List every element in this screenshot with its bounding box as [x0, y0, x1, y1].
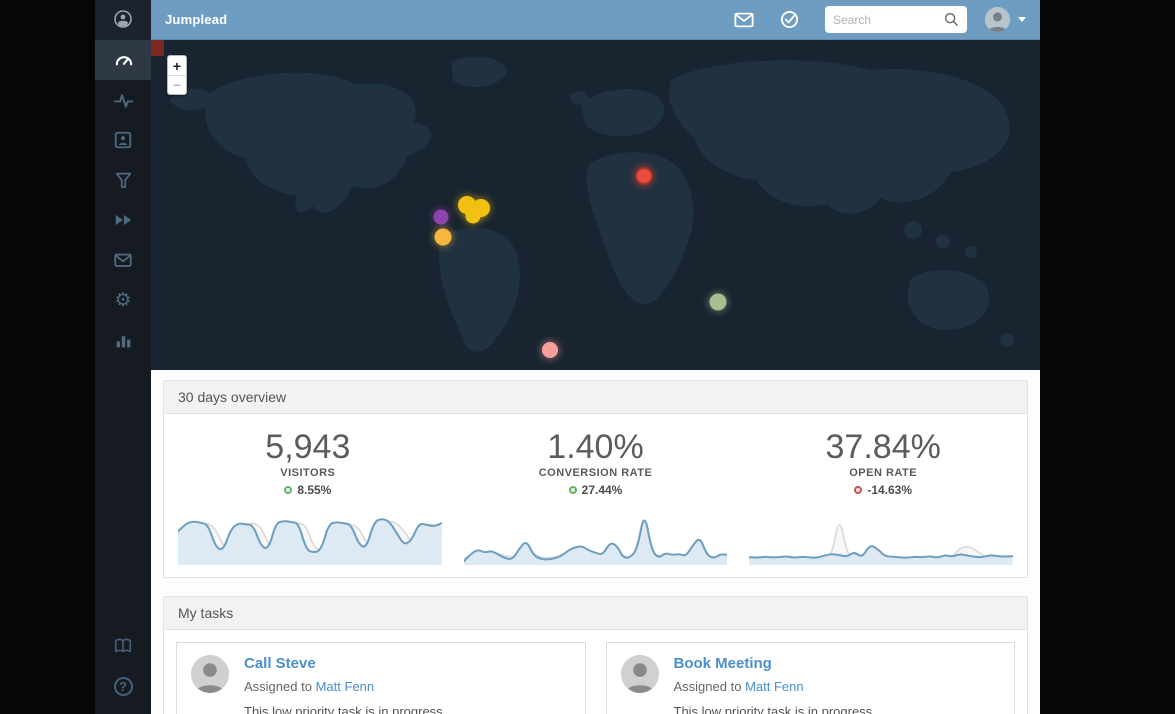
task-title-link[interactable]: Book Meeting — [673, 654, 772, 672]
task-card: Book Meeting Assigned to Matt Fenn This … — [605, 641, 1015, 714]
red-marker[interactable] — [635, 166, 654, 185]
visitor-world-map[interactable]: + − — [151, 40, 1040, 370]
question-mark-icon: ? — [113, 676, 133, 696]
task-description: This low priority task is in progress. — [244, 703, 447, 714]
orange-marker[interactable] — [434, 228, 452, 246]
avatar-photo-icon — [620, 654, 659, 693]
stat-label: CONVERSION RATE — [538, 466, 653, 479]
book-icon — [114, 638, 132, 653]
search-input[interactable] — [833, 12, 944, 27]
assigned-prefix: Assigned to — [244, 678, 312, 694]
jumplead-logo[interactable] — [95, 0, 151, 40]
map-alert-flag — [151, 40, 164, 56]
search-icon[interactable] — [944, 12, 959, 27]
overview-panel-title: 30 days overview — [164, 381, 1027, 414]
tasks-panel: My tasks — [163, 595, 1028, 714]
avatar-photo-icon — [191, 654, 229, 693]
assigned-prefix: Assigned to — [673, 678, 742, 694]
stat-conversion-rate: 1.40% CONVERSION RATE 27.44% — [452, 428, 740, 497]
stat-delta: 27.44% — [452, 483, 740, 497]
task-title-link[interactable]: Call Steve — [244, 654, 316, 672]
open-rate-sparkline — [749, 523, 1014, 565]
task-card: Call Steve Assigned to Matt Fenn This lo… — [176, 641, 586, 714]
tasks-panel-title: My tasks — [164, 596, 1027, 630]
overview-stats-row: 5,943 VISITORS 8.55% 1.40% CONVERSION RA… — [164, 414, 1027, 497]
map-zoom-control: + − — [167, 55, 187, 95]
stat-delta-value: 8.55% — [297, 482, 332, 497]
gear-icon: ⚙ — [114, 289, 132, 311]
sidebar: ⚙ ? — [95, 0, 151, 714]
speedometer-icon — [115, 55, 132, 65]
search-box — [825, 6, 967, 33]
contact-card-icon — [114, 131, 132, 149]
salmon-marker[interactable] — [542, 341, 559, 358]
sidebar-item-analytics[interactable] — [95, 320, 151, 360]
stat-visitors: 5,943 VISITORS 8.55% — [164, 428, 452, 497]
sidebar-item-contacts[interactable] — [95, 120, 151, 160]
sidebar-item-conversions[interactable] — [95, 160, 151, 200]
sparkline-row — [164, 497, 1027, 577]
messages-icon — [734, 12, 754, 27]
stat-value: 37.84% — [825, 428, 941, 466]
main-area: Jumplead — [151, 0, 1040, 714]
task-assigned: Assigned to Matt Fenn — [244, 679, 446, 694]
user-avatar[interactable] — [985, 7, 1010, 32]
sidebar-item-messages[interactable] — [95, 240, 151, 280]
sidebar-item-help[interactable]: ? — [95, 666, 151, 706]
overview-panel: 30 days overview 5,943 VISITORS 8.55% 1.… — [163, 380, 1028, 578]
task-description: This low priority task is in progress. — [673, 703, 876, 714]
brand-title: Jumplead — [165, 12, 228, 27]
trend-up-icon — [568, 485, 577, 494]
stat-label: OPEN RATE — [849, 466, 918, 479]
stat-delta: -14.63% — [739, 483, 1027, 497]
task-assigned: Assigned to Matt Fenn — [674, 679, 876, 694]
yellow-marker[interactable] — [465, 208, 481, 224]
sidebar-item-resources[interactable] — [95, 626, 151, 666]
messages-button[interactable] — [734, 12, 754, 28]
sidebar-item-dashboard[interactable] — [95, 40, 151, 80]
zoom-out-button[interactable]: − — [168, 75, 186, 94]
sidebar-item-activity[interactable] — [95, 80, 151, 120]
dashboard-content: 30 days overview 5,943 VISITORS 8.55% 1.… — [151, 370, 1040, 714]
envelope-icon — [114, 253, 132, 267]
stat-label: VISITORS — [280, 466, 336, 479]
tasks-button[interactable] — [780, 10, 799, 29]
stat-value: 1.40% — [547, 428, 644, 466]
app-window: ⚙ ? — [95, 0, 1040, 714]
tasks-icon — [780, 10, 799, 29]
stat-value: 5,943 — [265, 428, 351, 466]
chevron-down-icon[interactable] — [1018, 17, 1026, 22]
sage-marker[interactable] — [709, 293, 727, 311]
trend-down-icon — [854, 485, 863, 494]
jumplead-logo-icon — [114, 10, 132, 28]
top-navbar: Jumplead — [151, 0, 1040, 40]
world-map-landmass — [169, 56, 1014, 352]
funnel-icon — [115, 172, 131, 188]
purple-marker[interactable] — [433, 209, 449, 225]
avatar — [620, 654, 659, 693]
stat-delta: 8.55% — [164, 483, 452, 497]
tasks-list: Call Steve Assigned to Matt Fenn This lo… — [164, 630, 1027, 714]
avatar — [191, 654, 229, 693]
trend-up-icon — [284, 485, 293, 494]
bar-chart-icon — [116, 335, 130, 347]
fast-forward-icon — [115, 215, 132, 225]
stat-open-rate: 37.84% OPEN RATE -14.63% — [739, 428, 1027, 497]
stat-delta-value: 27.44% — [581, 482, 623, 497]
stat-delta-value: -14.63% — [867, 482, 913, 497]
avatar-photo-icon — [985, 7, 1010, 32]
sidebar-item-automation[interactable] — [95, 200, 151, 240]
conversion-rate-sparkline — [463, 519, 728, 565]
pulse-icon — [113, 93, 133, 108]
visitors-sparkline — [178, 517, 442, 565]
assignee-link[interactable]: Matt Fenn — [745, 678, 804, 694]
assignee-link[interactable]: Matt Fenn — [315, 678, 375, 694]
sidebar-item-settings[interactable]: ⚙ — [95, 280, 151, 320]
zoom-in-button[interactable]: + — [172, 57, 182, 74]
